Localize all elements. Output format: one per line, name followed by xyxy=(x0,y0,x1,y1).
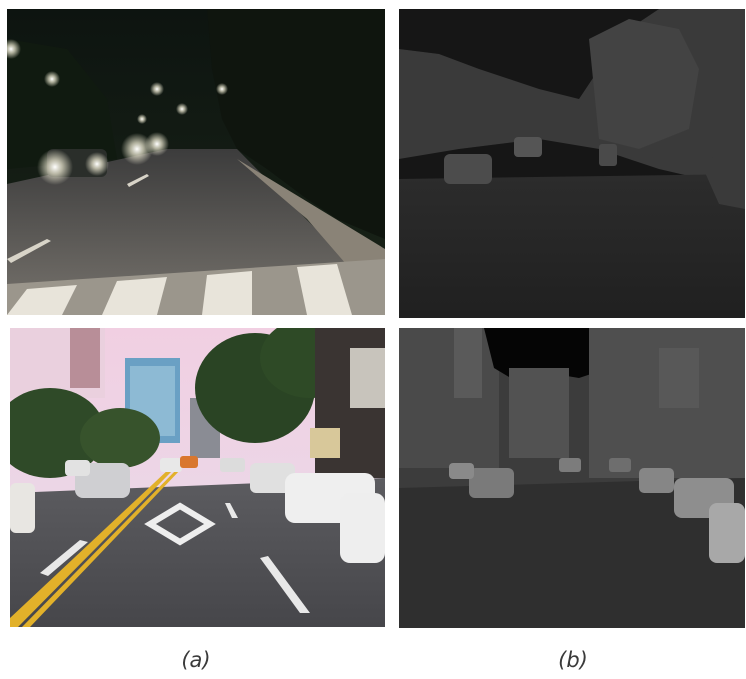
day-thermal-photo xyxy=(399,328,745,628)
night-thermal-photo xyxy=(399,9,745,318)
day-rgb-photo xyxy=(10,328,385,627)
caption-b: (b) xyxy=(558,648,588,672)
night-rgb-photo xyxy=(7,9,385,315)
caption-a: (a) xyxy=(181,648,211,672)
